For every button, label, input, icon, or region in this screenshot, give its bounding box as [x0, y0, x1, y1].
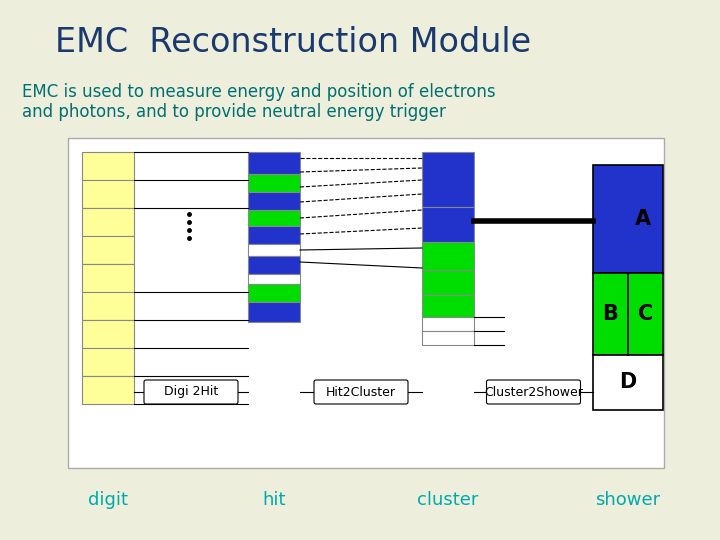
Bar — [248, 244, 300, 256]
Bar — [593, 355, 663, 410]
Text: EMC is used to measure energy and position of electrons: EMC is used to measure energy and positi… — [22, 83, 495, 101]
Bar — [82, 264, 134, 292]
Bar — [82, 320, 134, 348]
Bar — [593, 273, 663, 355]
Bar — [248, 284, 300, 302]
Text: Cluster2Shower: Cluster2Shower — [484, 386, 583, 399]
Bar — [82, 180, 134, 208]
Bar — [422, 331, 474, 345]
Bar — [82, 348, 134, 376]
Text: shower: shower — [595, 491, 660, 509]
Bar — [422, 317, 474, 331]
Text: D: D — [619, 373, 636, 393]
Bar — [82, 292, 134, 320]
Bar — [248, 192, 300, 210]
Bar — [248, 274, 300, 284]
FancyBboxPatch shape — [487, 380, 580, 404]
Bar — [82, 152, 134, 180]
Text: Hit2Cluster: Hit2Cluster — [326, 386, 396, 399]
Text: A: A — [635, 209, 652, 229]
FancyBboxPatch shape — [314, 380, 408, 404]
Bar — [593, 165, 663, 273]
Bar — [82, 376, 134, 404]
Bar — [248, 302, 300, 322]
Text: digit: digit — [88, 491, 128, 509]
Bar — [82, 236, 134, 264]
Bar — [82, 208, 134, 236]
Text: EMC  Reconstruction Module: EMC Reconstruction Module — [55, 25, 531, 58]
Bar — [248, 152, 300, 174]
Bar — [422, 295, 474, 317]
Text: C: C — [638, 304, 653, 324]
Bar — [248, 210, 300, 226]
Bar — [422, 152, 474, 207]
Text: cluster: cluster — [418, 491, 479, 509]
Bar — [248, 226, 300, 244]
Bar — [422, 242, 474, 270]
Bar — [248, 256, 300, 274]
Bar — [422, 270, 474, 295]
Text: hit: hit — [262, 491, 286, 509]
Text: and photons, and to provide neutral energy trigger: and photons, and to provide neutral ener… — [22, 103, 446, 121]
Bar — [248, 174, 300, 192]
Text: B: B — [603, 304, 618, 324]
Text: Digi 2Hit: Digi 2Hit — [164, 386, 218, 399]
FancyBboxPatch shape — [144, 380, 238, 404]
Bar — [422, 207, 474, 242]
Bar — [68, 138, 664, 468]
